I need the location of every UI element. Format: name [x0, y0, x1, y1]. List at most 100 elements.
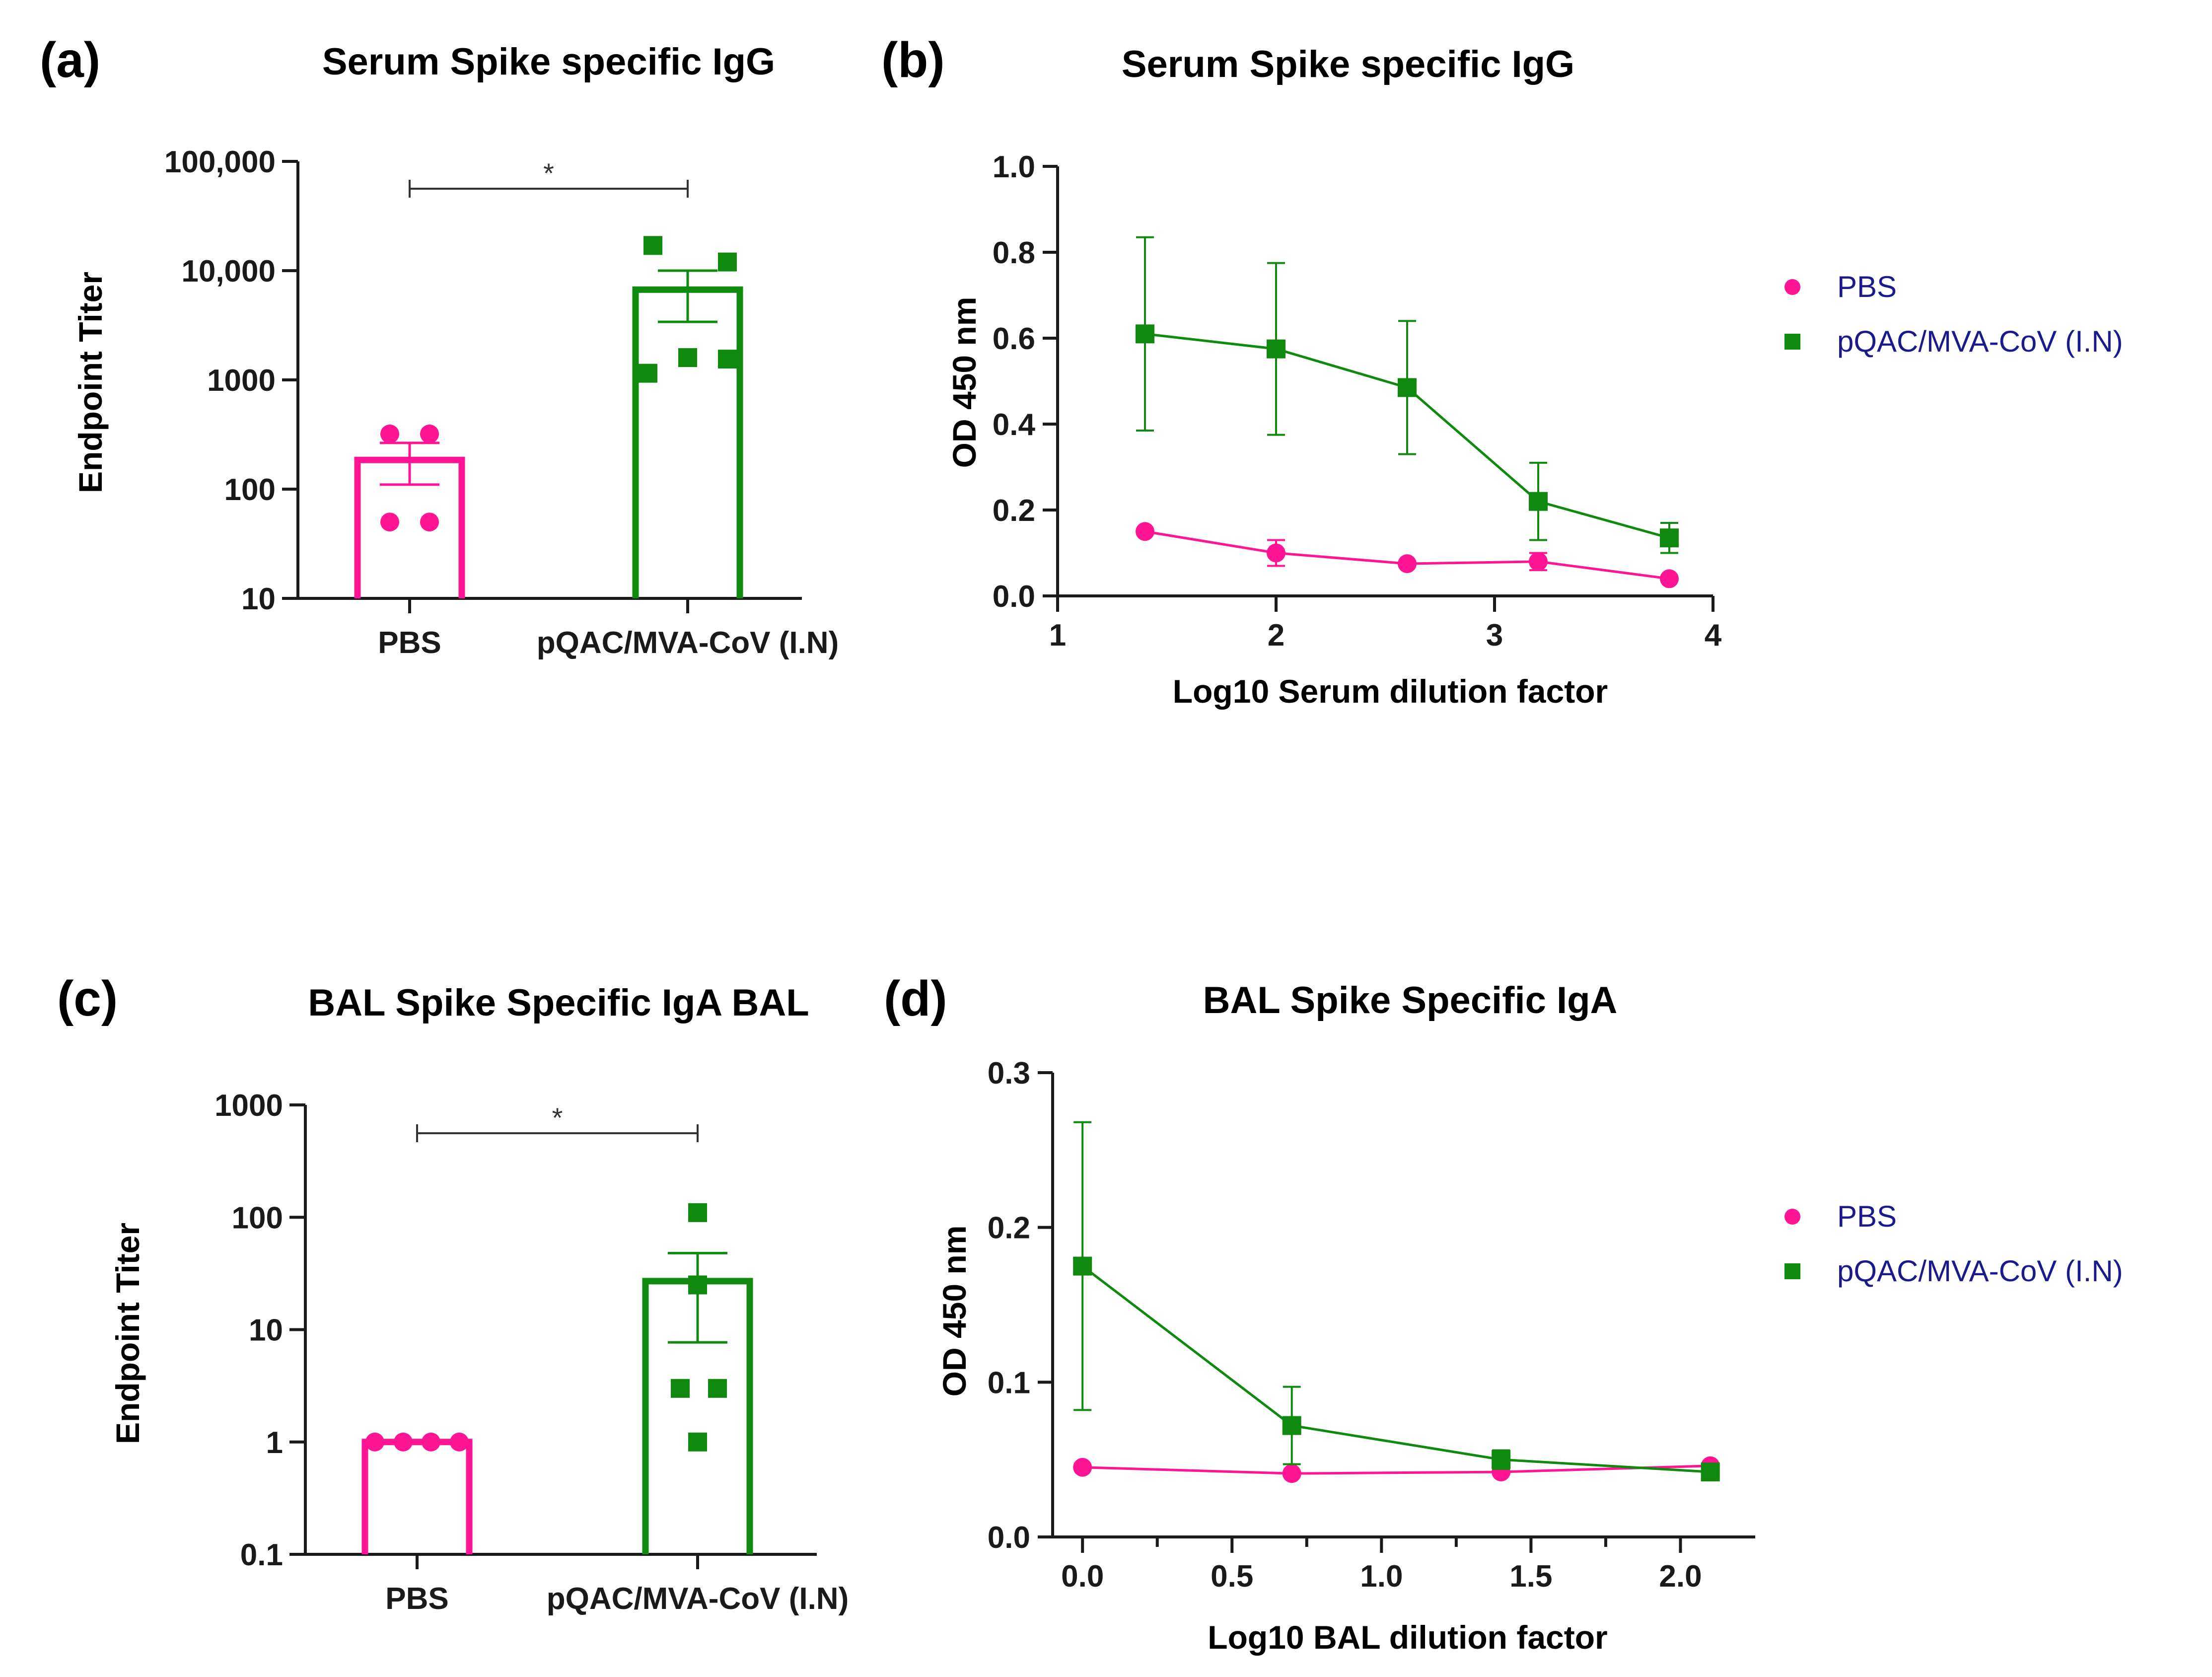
- x-tick-label: PBS: [378, 626, 441, 660]
- x-tick-label: 3: [1486, 618, 1503, 653]
- x-tick-label: PBS: [385, 1582, 448, 1616]
- data-point: [1492, 1450, 1511, 1469]
- bar: [361, 1439, 473, 1554]
- y-tick-label: 0.2: [993, 494, 1035, 528]
- data-point: [671, 1379, 690, 1398]
- data-point: [380, 424, 399, 443]
- y-tick-label: 10: [241, 582, 276, 616]
- panel-b-plot: 0.0 0.2 0.4 0.6 0.8 1.0 1 2 3 4: [993, 150, 1722, 653]
- y-tick-label: 1000: [214, 1089, 283, 1123]
- y-tick-label: 100,000: [164, 145, 276, 179]
- series-line: [1081, 1265, 1711, 1473]
- significance-label: *: [543, 157, 554, 189]
- panel-c-plot: 0.1 1 10 100 1000 PBS pQAC/MVA-CoV (I.N) *: [214, 1089, 849, 1616]
- data-point: [678, 348, 697, 367]
- data-point: [380, 512, 399, 532]
- panel-c-title: BAL Spike Specific IgA BAL: [308, 982, 809, 1024]
- data-point: [1660, 528, 1679, 548]
- y-tick-label: 0.0: [988, 1521, 1030, 1555]
- data-point: [422, 1432, 440, 1452]
- y-tick-label: 0.4: [993, 408, 1036, 442]
- data-point: [420, 512, 439, 532]
- panel-d-title: BAL Spike Specific IgA: [1203, 979, 1618, 1021]
- panel-a-title: Serum Spike specific IgG: [322, 41, 775, 83]
- panel-d-ylabel: OD 450 nm: [936, 1226, 973, 1397]
- x-tick-label: pQAC/MVA-CoV (I.N): [537, 626, 839, 660]
- data-point: [1701, 1462, 1720, 1482]
- panel-b-title: Serum Spike specific IgG: [1122, 43, 1574, 85]
- y-tick-label: 1.0: [993, 150, 1035, 184]
- data-point: [394, 1432, 413, 1452]
- panel-a-ylabel: Endpoint Titer: [72, 272, 109, 493]
- panel-label-d: (d): [884, 971, 947, 1026]
- data-point: [688, 1432, 707, 1452]
- panel-b-legend: PBS pQAC/MVA-CoV (I.N): [1784, 270, 2123, 358]
- data-point: [643, 236, 662, 255]
- y-tick-label: 0.0: [993, 580, 1035, 614]
- y-tick-label: 10: [249, 1313, 283, 1348]
- y-tick-label: 0.2: [988, 1211, 1030, 1245]
- panel-d-plot: 0.0 0.1 0.2 0.3 0.0 0.5 1.0 1.5 2.0: [988, 1056, 1755, 1594]
- x-tick-label: 1.5: [1509, 1559, 1552, 1594]
- y-tick-label: 10,000: [181, 254, 276, 289]
- x-tick-label: 0.0: [1061, 1559, 1104, 1594]
- data-point: [718, 350, 737, 369]
- y-tick-label: 100: [232, 1201, 283, 1235]
- y-tick-label: 100: [224, 473, 276, 507]
- legend-mva-marker: [1784, 334, 1800, 350]
- panel-label-a: (a): [40, 32, 100, 88]
- data-point: [1073, 1256, 1092, 1276]
- panel-b-ylabel: OD 450 nm: [946, 297, 983, 468]
- data-point: [1136, 324, 1154, 344]
- data-point: [1267, 543, 1285, 563]
- x-tick-label: 1.0: [1360, 1559, 1403, 1594]
- y-tick-label: 0.1: [240, 1538, 283, 1572]
- data-point: [639, 364, 657, 383]
- data-point: [1398, 378, 1417, 397]
- data-point: [1660, 569, 1679, 588]
- y-tick-label: 0.8: [993, 236, 1035, 270]
- panel-c-ylabel: Endpoint Titer: [109, 1223, 146, 1444]
- x-tick-label: 2.0: [1659, 1559, 1702, 1594]
- data-point: [1073, 1458, 1092, 1477]
- legend-pbs-marker: [1784, 1209, 1800, 1225]
- y-tick-label: 1000: [207, 364, 276, 398]
- data-point: [718, 252, 737, 272]
- legend-mva-label: pQAC/MVA-CoV (I.N): [1837, 1254, 2123, 1288]
- panel-d-xlabel: Log10 BAL dilution factor: [1208, 1619, 1607, 1656]
- panel-label-c: (c): [57, 971, 118, 1026]
- x-tick-label: 1: [1049, 618, 1066, 653]
- data-point: [1398, 554, 1417, 574]
- data-point: [688, 1203, 707, 1222]
- legend-pbs-label: PBS: [1837, 270, 1897, 303]
- series-line: [1082, 1464, 1711, 1475]
- y-tick-label: 0.1: [988, 1366, 1030, 1400]
- y-tick-label: 1: [266, 1426, 283, 1460]
- data-point: [420, 424, 439, 443]
- data-point: [688, 1275, 707, 1295]
- data-point: [708, 1379, 727, 1398]
- significance-label: *: [552, 1102, 563, 1133]
- x-tick-label: 2: [1268, 618, 1284, 653]
- data-point: [1136, 522, 1154, 541]
- legend-pbs-label: PBS: [1837, 1200, 1897, 1233]
- panel-label-b: (b): [881, 32, 945, 88]
- data-point: [1529, 492, 1548, 511]
- data-point: [1267, 339, 1285, 359]
- panel-a-plot: 10 100 1000 10,000 100,000 PBS pQAC/MVA-CoV (I…: [164, 145, 839, 660]
- data-point: [1529, 552, 1548, 571]
- data-point: [1282, 1416, 1301, 1435]
- data-point: [450, 1432, 469, 1452]
- y-tick-label: 0.3: [988, 1056, 1030, 1091]
- legend-mva-marker: [1784, 1263, 1800, 1279]
- legend-pbs-marker: [1784, 279, 1800, 295]
- x-tick-label: 0.5: [1211, 1559, 1253, 1594]
- panel-b-xlabel: Log10 Serum dilution factor: [1173, 673, 1608, 710]
- x-tick-label: 4: [1705, 618, 1722, 653]
- data-point: [365, 1432, 384, 1452]
- panel-d-legend: PBS pQAC/MVA-CoV (I.N): [1784, 1200, 2123, 1288]
- legend-mva-label: pQAC/MVA-CoV (I.N): [1837, 325, 2123, 358]
- data-point: [1282, 1464, 1301, 1483]
